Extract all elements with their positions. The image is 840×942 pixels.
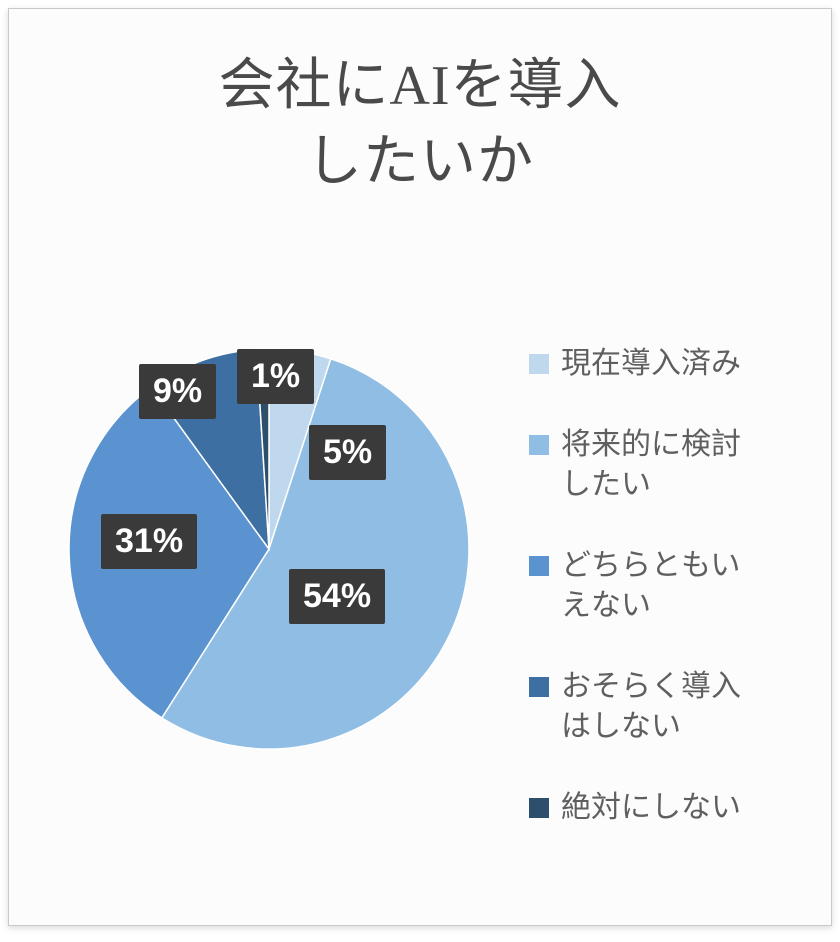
data-label-1: 54% bbox=[289, 569, 385, 624]
chart-card: 会社にAIを導入 したいか 5%54%31%9%1% 現在導入済み将来的に検討し… bbox=[8, 8, 832, 926]
legend: 現在導入済み将来的に検討したいどちらともいえないおそらく導入はしない絶対にしない bbox=[529, 344, 741, 868]
legend-label-2: どちらともいえない bbox=[561, 546, 740, 627]
data-label-0: 5% bbox=[309, 425, 386, 480]
legend-label-4: 絶対にしない bbox=[561, 788, 741, 829]
legend-swatch-1 bbox=[529, 435, 549, 455]
legend-label-1: 将来的に検討したい bbox=[561, 425, 741, 506]
data-label-4: 1% bbox=[237, 349, 314, 404]
legend-item-4: 絶対にしない bbox=[529, 788, 741, 829]
legend-swatch-0 bbox=[529, 354, 549, 374]
legend-label-3: おそらく導入はしない bbox=[561, 667, 741, 748]
data-label-3: 9% bbox=[139, 364, 216, 419]
legend-swatch-3 bbox=[529, 677, 549, 697]
legend-item-0: 現在導入済み bbox=[529, 344, 741, 385]
legend-item-1: 将来的に検討したい bbox=[529, 425, 741, 506]
legend-item-2: どちらともいえない bbox=[529, 546, 741, 627]
data-label-2: 31% bbox=[101, 514, 197, 569]
legend-label-0: 現在導入済み bbox=[561, 344, 741, 385]
legend-item-3: おそらく導入はしない bbox=[529, 667, 741, 748]
legend-swatch-4 bbox=[529, 798, 549, 818]
legend-swatch-2 bbox=[529, 556, 549, 576]
